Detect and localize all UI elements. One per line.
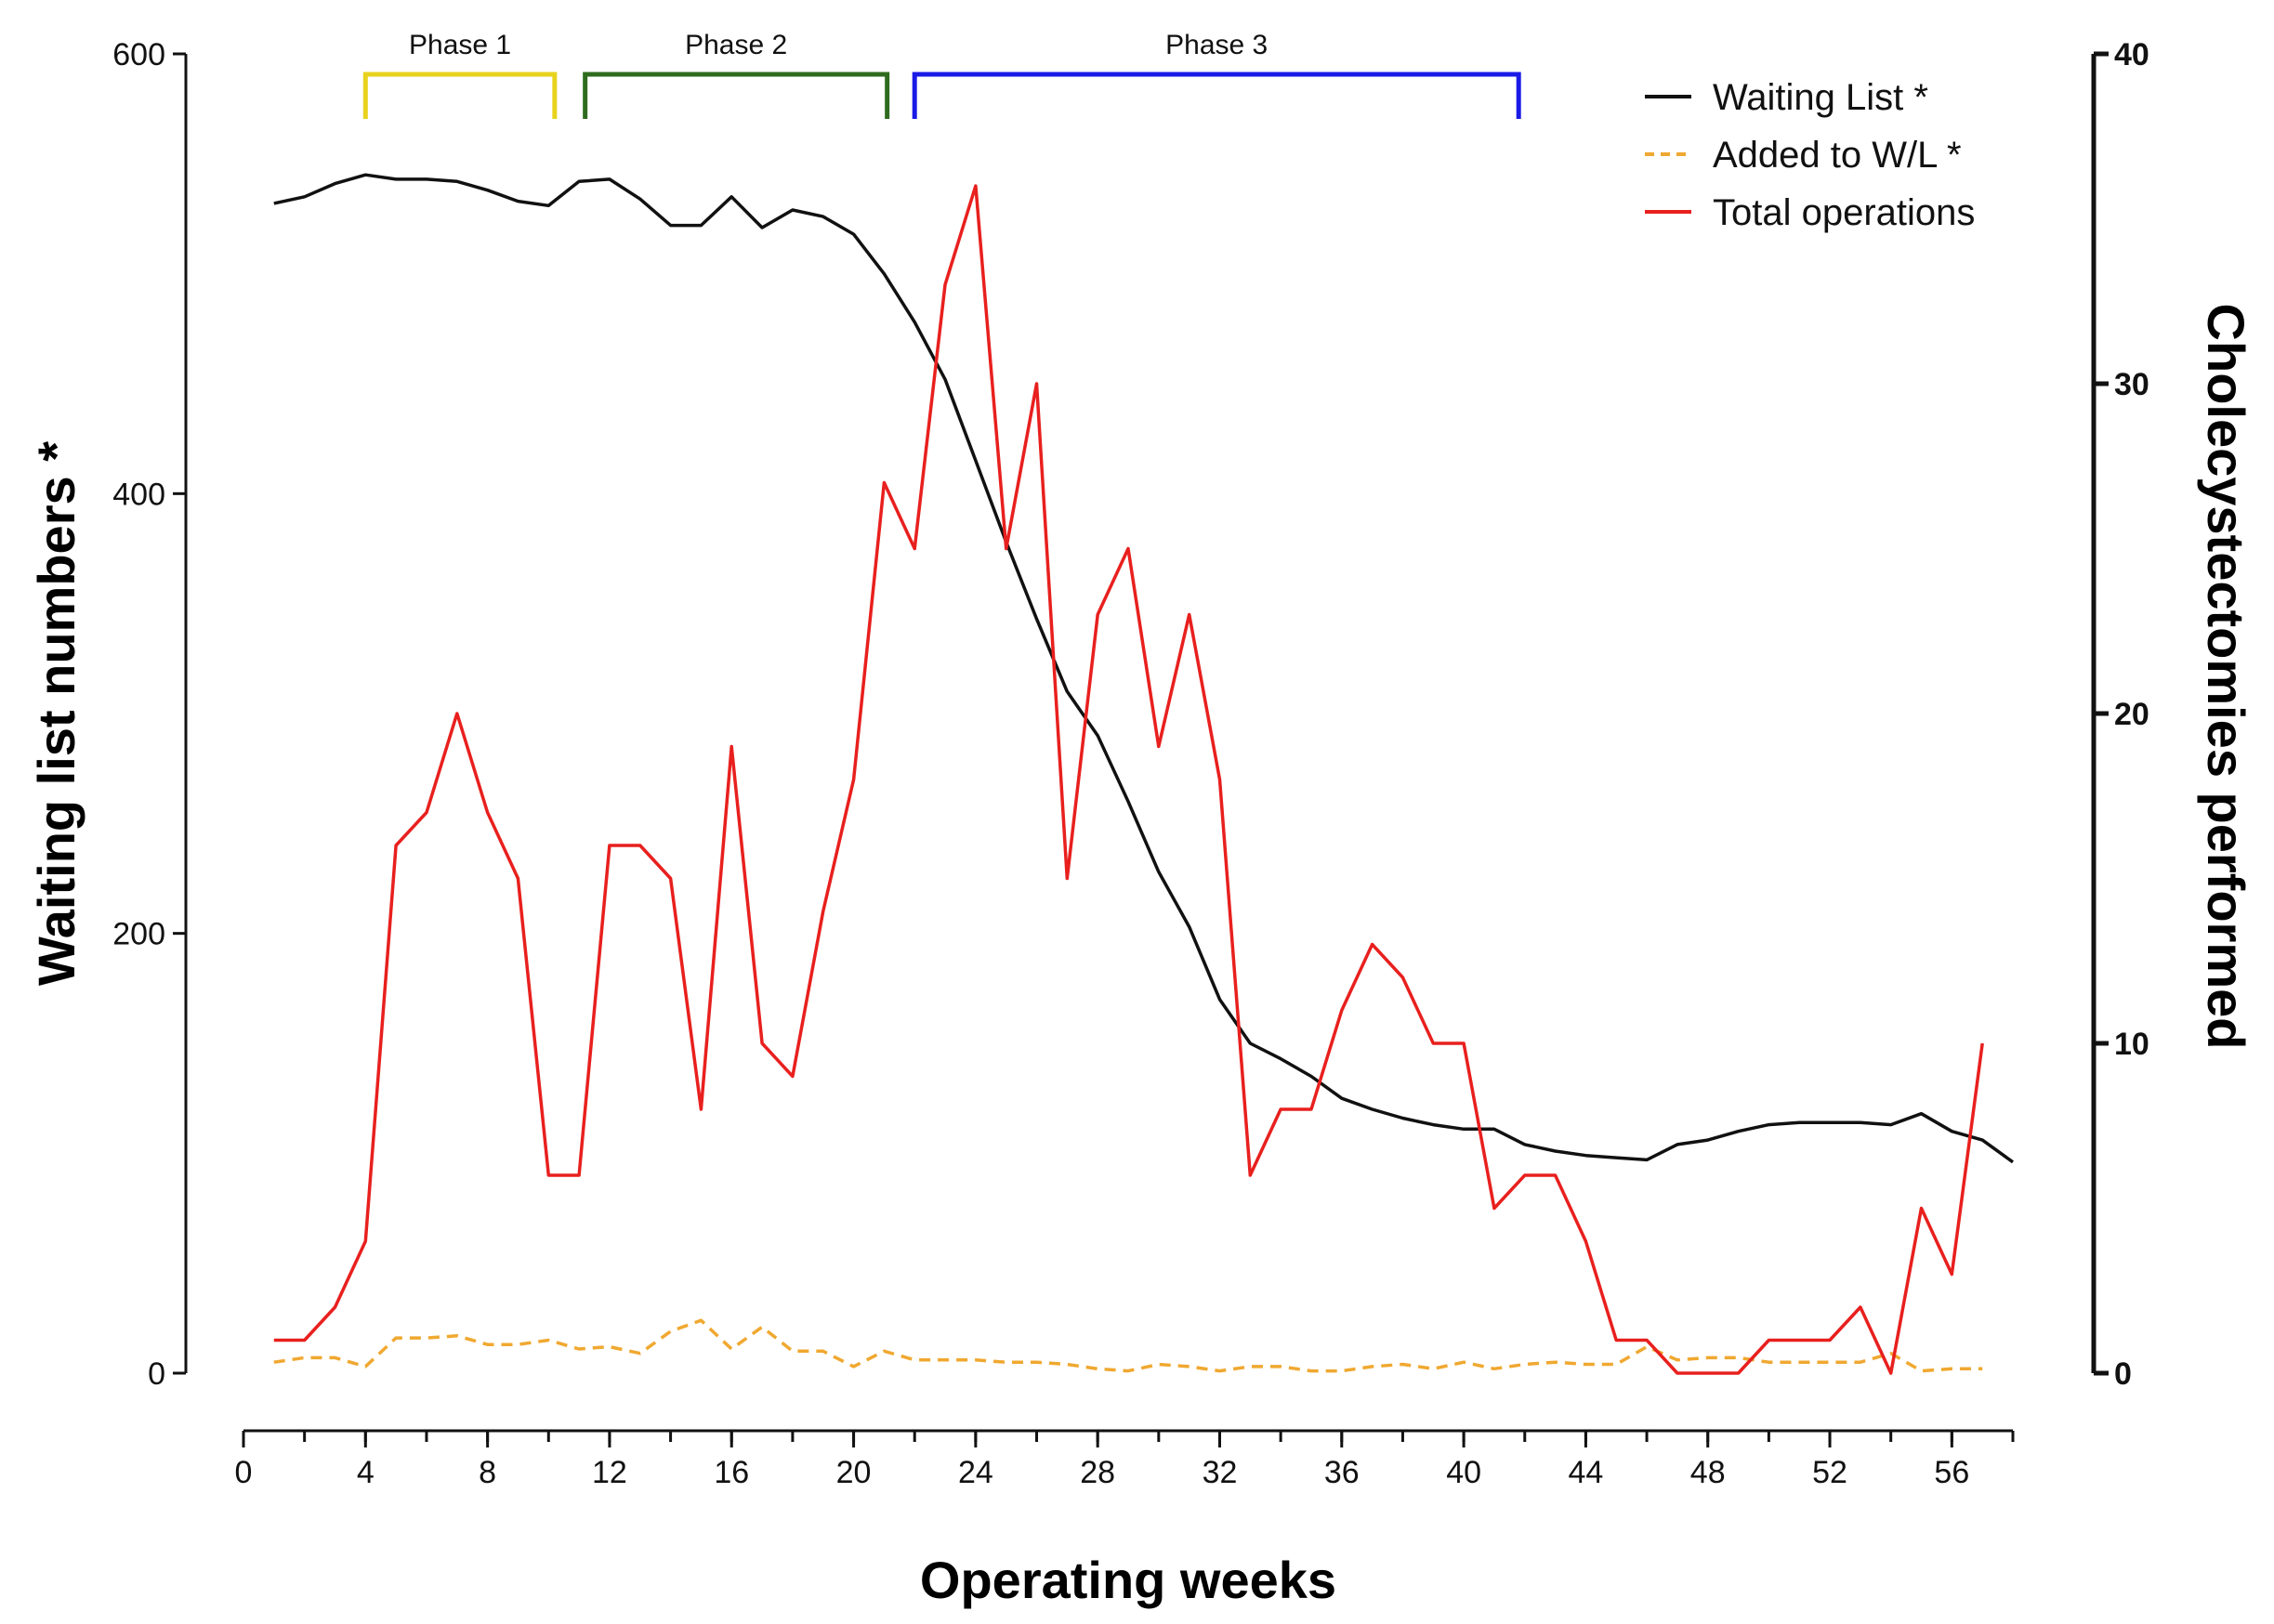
phase-label-3: Phase 3 <box>1165 30 1268 60</box>
x-tick-label: 20 <box>836 1455 872 1490</box>
phase-bracket-3 <box>912 72 1521 119</box>
y-right-tick-label: 20 <box>2114 697 2149 732</box>
x-tick-label: 40 <box>1446 1455 1481 1490</box>
x-tick-label: 8 <box>479 1455 496 1490</box>
x-tick-label: 56 <box>1934 1455 1969 1490</box>
x-tick-label: 28 <box>1080 1455 1115 1490</box>
y-right-tick-label: 10 <box>2114 1027 2149 1062</box>
y-right-tick-label: 0 <box>2114 1356 2132 1392</box>
legend: Waiting List * Added to W/L * Total operat… <box>1645 77 1975 233</box>
series-line-total-operations <box>273 184 1984 1375</box>
series-line-added-to-wl <box>273 1318 1983 1373</box>
x-tick-label: 16 <box>714 1455 749 1490</box>
x-axis-title: Operating weeks <box>920 1551 1336 1609</box>
legend-label-waiting-list: Waiting List * <box>1713 77 1928 118</box>
legend-label-total-operations: Total operations <box>1713 192 1975 233</box>
x-tick-label: 24 <box>958 1455 993 1490</box>
phase-label-1: Phase 1 <box>409 30 511 60</box>
legend-label-added-to-wl: Added to W/L * <box>1713 135 1962 176</box>
x-tick-label: 44 <box>1568 1455 1603 1490</box>
phase-label-2: Phase 2 <box>685 30 787 60</box>
phase-bracket-1 <box>362 72 558 119</box>
x-tick-label: 52 <box>1812 1455 1847 1490</box>
y-left-axis-title: Waiting list numbers * <box>27 441 85 986</box>
x-tick-label: 36 <box>1324 1455 1360 1490</box>
y-left-tick-label: 200 <box>112 917 165 952</box>
x-tick-label: 4 <box>357 1455 375 1490</box>
phase-bracket-2 <box>583 72 890 119</box>
plot-area <box>273 173 2015 1375</box>
y-right-tick-label: 40 <box>2114 37 2149 72</box>
series-line-waiting-list <box>273 173 2015 1164</box>
x-tick-label: 0 <box>235 1455 253 1490</box>
y-left-tick-label: 0 <box>148 1356 165 1392</box>
x-tick-label: 32 <box>1203 1455 1238 1490</box>
x-tick-label: 12 <box>592 1455 627 1490</box>
phase-brackets: Phase 1 Phase 2 Phase 3 <box>362 30 1521 119</box>
x-tick-label: 48 <box>1690 1455 1726 1490</box>
y-right-tick-label: 30 <box>2114 367 2149 402</box>
y-left-tick-label: 400 <box>112 477 165 512</box>
y-right-axis-title: Cholecystectomies performed <box>2197 304 2255 1050</box>
y-left-tick-label: 600 <box>112 37 165 72</box>
